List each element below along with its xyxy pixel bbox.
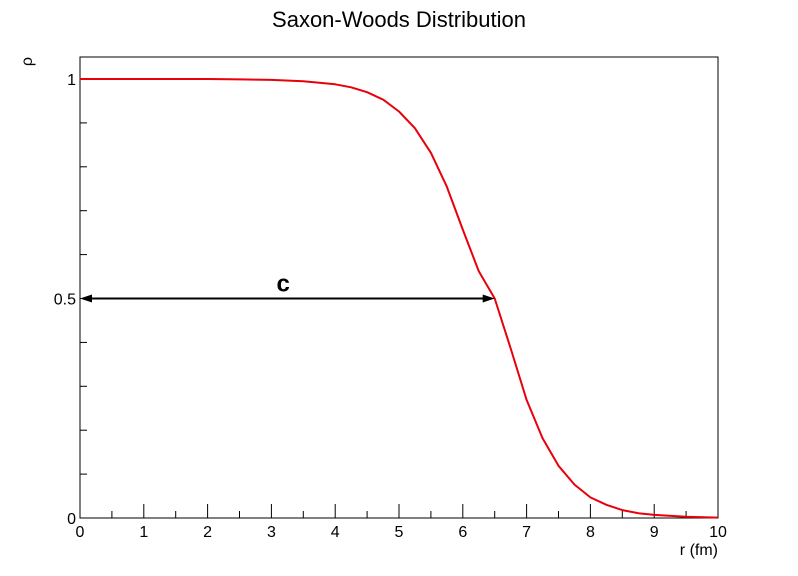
y-axis-title: ρ — [19, 57, 36, 66]
saxon-woods-curve — [80, 78, 719, 519]
annotation-label: c — [277, 271, 290, 298]
series-layer — [80, 78, 719, 519]
x-tick-label: 6 — [458, 524, 467, 541]
x-tick-label: 5 — [395, 524, 404, 541]
x-tick-label: 1 — [139, 524, 148, 541]
x-axis-title: r (fm) — [680, 542, 718, 559]
x-tick-label: 0 — [76, 524, 85, 541]
y-tick-label: 0 — [67, 511, 76, 528]
plot-frame — [79, 56, 719, 519]
x-axis: 0 1 2 3 4 5 6 7 8 9 10 — [76, 504, 727, 541]
annotation-layer: c — [80, 271, 495, 303]
y-tick-label: 1 — [67, 72, 76, 89]
x-tick-label: 7 — [522, 524, 531, 541]
x-tick-label: 8 — [586, 524, 595, 541]
x-tick-label: 9 — [650, 524, 659, 541]
x-tick-label: 2 — [203, 524, 212, 541]
arrow-head-right — [482, 294, 495, 303]
chart-title: Saxon-Woods Distribution — [272, 7, 526, 32]
arrow-head-left — [80, 294, 92, 303]
x-tick-label: 4 — [331, 524, 340, 541]
y-tick-label: 0.5 — [54, 292, 76, 309]
x-tick-label: 10 — [709, 524, 727, 541]
x-tick-label: 3 — [267, 524, 276, 541]
